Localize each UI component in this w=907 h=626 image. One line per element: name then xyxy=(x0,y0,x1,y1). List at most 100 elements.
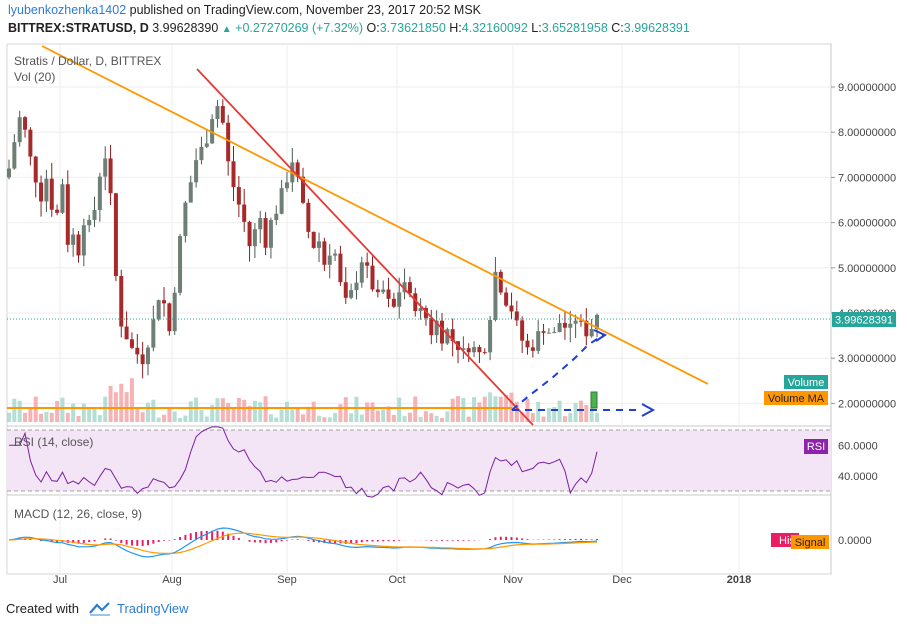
volume-bar xyxy=(301,414,305,422)
price-tick-label: 5.00000000 xyxy=(838,263,896,275)
close-label: C: xyxy=(611,21,624,35)
projection-up-path[interactable] xyxy=(511,334,604,411)
candle-body xyxy=(402,282,407,293)
volume-bar xyxy=(12,398,17,422)
orange-trendline[interactable] xyxy=(41,45,709,385)
volume-bar xyxy=(39,413,44,422)
arrow-up-icon xyxy=(593,329,608,342)
candle-body xyxy=(135,347,140,355)
volume-bar xyxy=(258,402,263,422)
candle-body xyxy=(97,176,102,211)
price-axis: 9.00000000 8.00000000 7.00000000 6.00000000… xyxy=(831,82,896,547)
candle-body xyxy=(92,210,97,220)
volume-bar xyxy=(135,407,140,422)
volume-bar xyxy=(311,401,316,422)
last-price: 3.99628390 xyxy=(152,21,219,35)
volume-bar xyxy=(65,412,70,422)
candle-body xyxy=(584,320,589,337)
candle-body xyxy=(562,322,567,328)
candle-body xyxy=(113,193,118,276)
close-value: 3.99628391 xyxy=(623,21,690,35)
volume-bar xyxy=(423,411,428,422)
candle-body xyxy=(557,322,562,333)
volume-bar xyxy=(482,396,487,422)
time-tick-label: Sep xyxy=(277,574,297,586)
tradingview-logo-icon xyxy=(89,602,110,616)
volume-bar xyxy=(71,403,76,422)
arrow-right-icon xyxy=(641,403,656,417)
volume-bar xyxy=(247,405,252,422)
macd-title: MACD (12, 26, close, 9) xyxy=(14,507,142,521)
volume-bar xyxy=(541,416,546,422)
candle-body xyxy=(87,219,92,226)
volume-bar xyxy=(172,411,177,422)
candle-body xyxy=(391,298,396,307)
candle-body xyxy=(439,320,444,344)
volume-bar xyxy=(108,385,113,422)
rsi-badge-label: RSI xyxy=(807,441,825,453)
candle-body xyxy=(199,146,204,161)
volume-bar xyxy=(17,400,22,422)
candle-body xyxy=(477,347,482,353)
rsi-line xyxy=(9,426,598,498)
volume-bar xyxy=(498,396,503,422)
volume-bar xyxy=(220,398,225,422)
candle-body xyxy=(215,106,220,120)
rsi-badge xyxy=(804,439,828,454)
candle-body xyxy=(445,329,450,344)
volume-bar xyxy=(103,396,108,422)
volume-title: Vol (20) xyxy=(14,70,55,84)
candle-body xyxy=(44,178,49,202)
candle-body xyxy=(322,241,327,265)
volume-bar xyxy=(386,406,391,422)
candle-body xyxy=(546,332,551,334)
volume-bar xyxy=(215,398,220,422)
candle-body xyxy=(210,119,215,144)
volume-bar xyxy=(140,412,145,422)
volume-bar xyxy=(194,397,199,422)
candle-body xyxy=(595,314,599,330)
signal-badge xyxy=(791,535,829,549)
volume-bar xyxy=(445,411,450,422)
candle-body xyxy=(429,318,434,336)
volume-bar xyxy=(557,400,562,422)
volume-bar xyxy=(322,417,327,422)
price-tick-label: 3.00000000 xyxy=(838,353,896,365)
volume-bar xyxy=(333,412,338,422)
volume-bar xyxy=(562,416,567,422)
volume-bar xyxy=(493,396,498,422)
volume-bar xyxy=(210,404,215,422)
tradingview-link[interactable]: TradingView xyxy=(116,600,189,616)
chart-canvas[interactable]: Jul Aug Sep Oct Nov Dec 2018 9.00000000 8.00000… xyxy=(0,40,907,590)
candle-body xyxy=(76,234,81,256)
volume-bar xyxy=(7,412,11,422)
volume-bar xyxy=(33,396,38,422)
volume-bar xyxy=(530,413,535,422)
open-label: O: xyxy=(366,21,380,35)
volume-bar xyxy=(536,401,541,422)
author-link[interactable]: lyubenkozhenka1402 xyxy=(8,3,127,17)
candle-body xyxy=(386,289,391,299)
candle-body xyxy=(370,265,375,290)
low-value: 3.65281958 xyxy=(541,21,608,35)
volume-bar xyxy=(28,407,33,422)
volume-bar xyxy=(226,403,231,422)
candle-body xyxy=(536,331,541,351)
last-price-badge-label: 3.99628391 xyxy=(835,315,893,327)
candle-body xyxy=(124,326,129,340)
volume-bar xyxy=(397,397,402,422)
volume-legend-badge xyxy=(784,375,828,389)
volume-bar xyxy=(477,402,482,422)
volume-bar xyxy=(381,409,386,422)
time-axis: Jul Aug Sep Oct Nov Dec 2018 xyxy=(53,574,751,586)
up-arrow-icon: ▲ xyxy=(221,24,232,35)
low-label: L: xyxy=(531,21,542,35)
candle-body xyxy=(194,160,199,183)
candle-body xyxy=(129,339,134,348)
volume-bar xyxy=(306,406,311,422)
volume-bar xyxy=(546,408,551,422)
volume-bar xyxy=(434,415,439,422)
volume-bar xyxy=(450,398,455,422)
red-trendline[interactable] xyxy=(196,68,534,426)
candle-body xyxy=(17,117,22,143)
